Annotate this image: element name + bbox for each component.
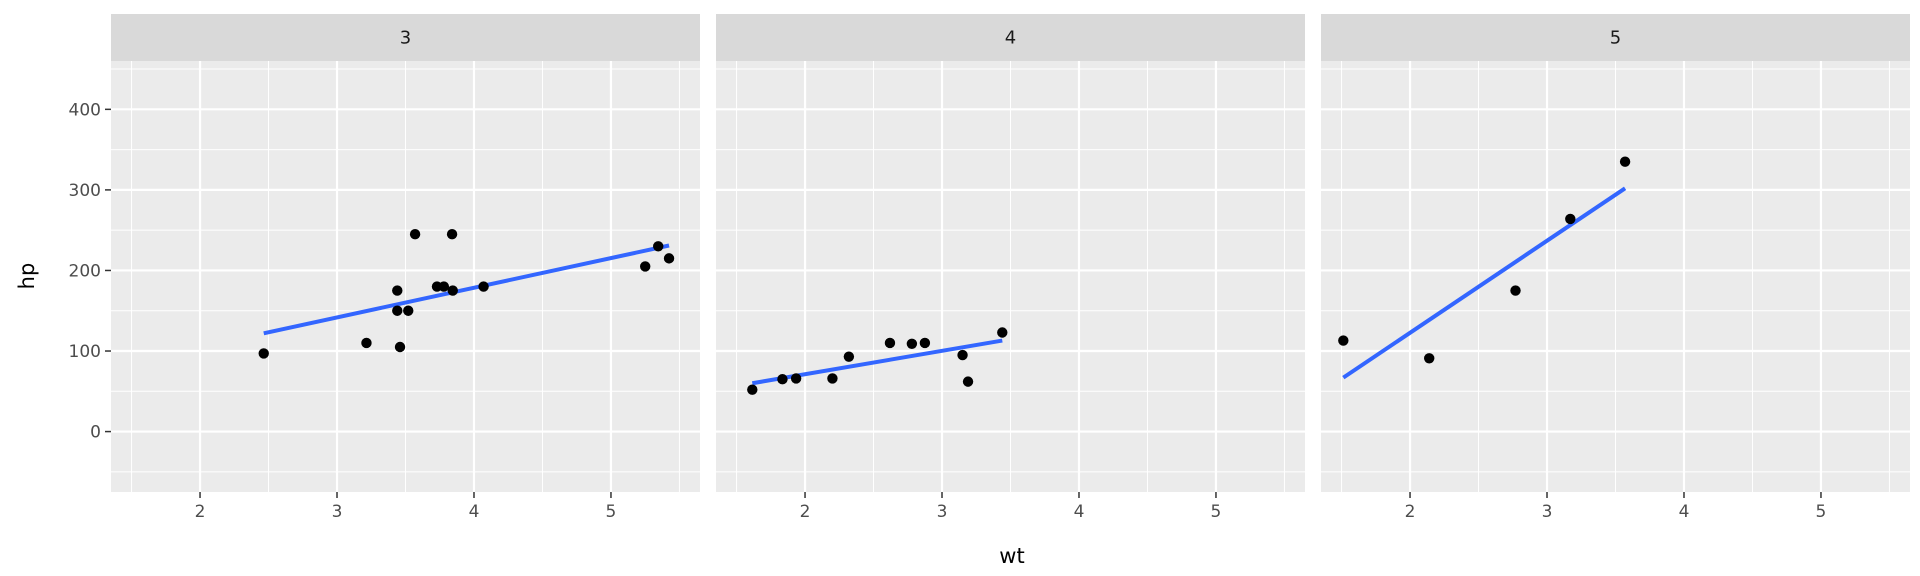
data-point	[997, 327, 1008, 338]
data-point	[777, 374, 788, 385]
data-point	[403, 305, 414, 316]
x-tick-label: 3	[937, 502, 948, 522]
data-point	[392, 285, 403, 296]
data-point	[392, 305, 403, 316]
data-point	[663, 253, 675, 264]
y-axis-title: hp	[15, 263, 39, 290]
facet-strip-label: 5	[1610, 28, 1621, 49]
x-tick-label: 3	[332, 502, 343, 522]
data-point	[1565, 213, 1576, 225]
facet-strip-label: 3	[400, 28, 411, 49]
data-point	[447, 285, 458, 296]
data-point	[361, 337, 372, 349]
facet-strip	[716, 14, 1305, 61]
data-point	[438, 281, 450, 292]
data-point	[478, 281, 489, 292]
x-tick-label: 2	[800, 502, 811, 522]
y-tick-label: 200	[69, 261, 101, 281]
regression-line	[1342, 186, 1627, 380]
x-tick-label: 4	[1074, 502, 1085, 522]
data-point	[962, 376, 974, 387]
y-tick-label: 100	[69, 342, 101, 362]
data-point	[1338, 335, 1349, 346]
data-point	[790, 373, 802, 384]
x-tick-label: 5	[1211, 502, 1222, 522]
facet-panels: 3 2 3 4 5 4 2 3 4 5 5 2 3 4 5	[111, 14, 1910, 522]
data-point	[409, 229, 421, 240]
y-tick-label: 400	[69, 100, 101, 120]
facet-panel-5: 5 2 3 4 5	[1321, 14, 1910, 522]
facet-panel-3: 3 2 3 4 5	[111, 14, 700, 522]
y-tick-label: 300	[69, 181, 101, 201]
facet-strip	[111, 14, 700, 61]
regression-line	[263, 243, 670, 336]
data-point	[653, 241, 664, 252]
facet-strip	[1321, 14, 1910, 61]
facet-strip-label: 4	[1005, 28, 1016, 49]
y-axis: 0 100 200 300 400	[69, 100, 111, 443]
x-tick-label: 2	[195, 502, 206, 522]
facet-panel-4: 4 2 3 4 5	[716, 14, 1305, 522]
x-tick-label: 3	[1542, 502, 1553, 522]
data-point	[1619, 156, 1631, 167]
data-point	[827, 373, 838, 384]
data-point	[446, 229, 458, 240]
x-tick-label: 5	[1816, 502, 1827, 522]
x-tick-label: 4	[1679, 502, 1690, 522]
y-tick-label: 0	[90, 423, 101, 443]
data-point	[640, 261, 651, 272]
x-tick-label: 5	[606, 502, 617, 522]
data-point	[1510, 285, 1521, 296]
x-tick-label: 4	[469, 502, 480, 522]
x-tick-label: 2	[1405, 502, 1416, 522]
data-point	[906, 338, 918, 349]
data-point	[394, 341, 406, 353]
data-point	[1424, 353, 1435, 364]
x-axis-title: wt	[999, 544, 1024, 568]
data-point	[919, 337, 931, 349]
data-point	[258, 348, 269, 359]
data-point	[957, 349, 968, 361]
data-point	[884, 337, 896, 349]
data-point	[843, 351, 855, 362]
data-point	[747, 384, 758, 395]
